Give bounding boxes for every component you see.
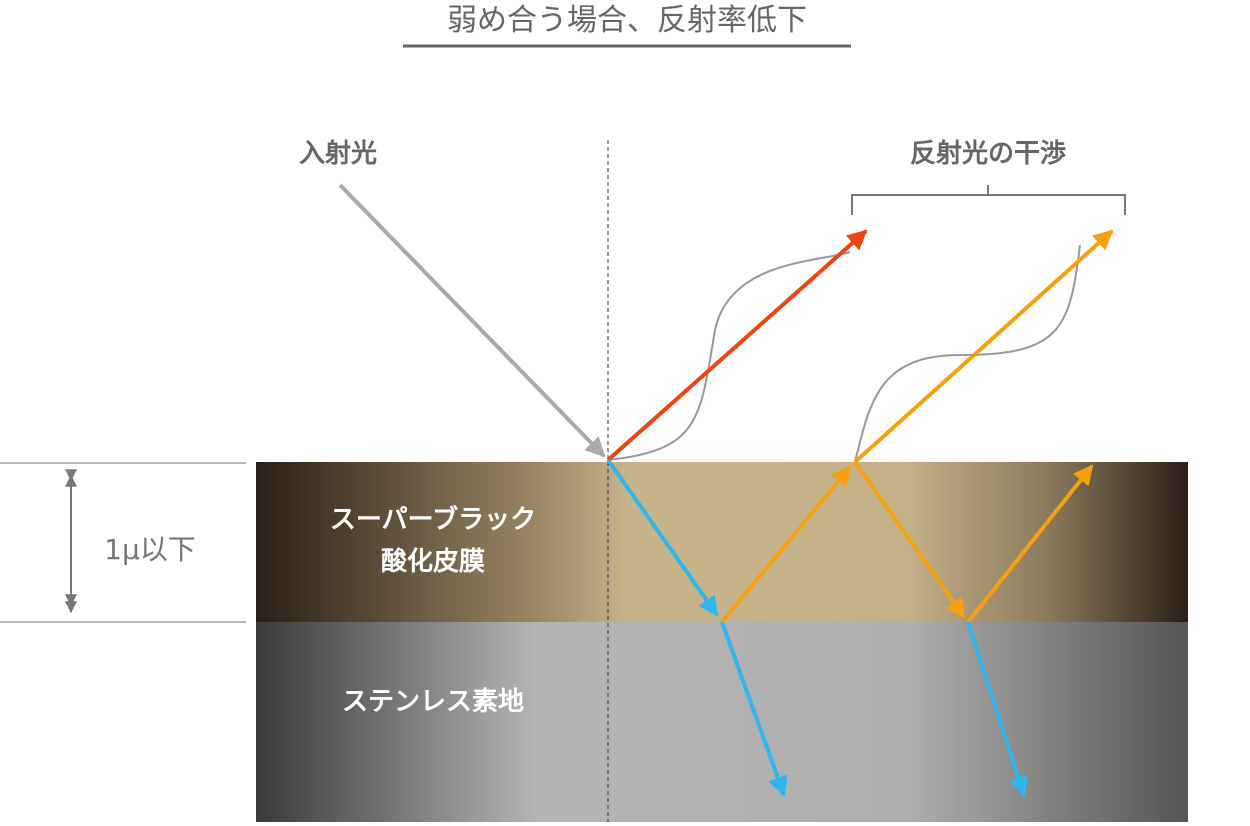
internal-ray bbox=[966, 464, 1094, 624]
substrate bbox=[256, 622, 1188, 822]
internal-ray bbox=[853, 460, 966, 619]
incident-ray bbox=[338, 183, 606, 458]
wave bbox=[854, 244, 1081, 463]
thickness-label: 1μ以下 bbox=[104, 533, 196, 566]
reflected-ray bbox=[853, 229, 1114, 464]
reflected-ray bbox=[606, 229, 868, 462]
internal-ray bbox=[720, 465, 852, 624]
refracted-ray bbox=[606, 458, 719, 617]
oxide-film bbox=[256, 462, 1188, 622]
incident-label: 入射光 bbox=[299, 139, 377, 169]
interference-label: 反射光の干渉 bbox=[910, 139, 1066, 169]
title: 弱め合う場合、反射率低下 bbox=[447, 3, 807, 38]
wave bbox=[607, 251, 851, 461]
film-label: 酸化皮膜 bbox=[381, 547, 485, 577]
refracted-ray bbox=[720, 621, 788, 797]
substrate-label: ステンレス素地 bbox=[342, 687, 524, 717]
refracted-ray bbox=[966, 621, 1028, 797]
film-label: スーパーブラック bbox=[330, 504, 536, 535]
bracket bbox=[851, 185, 1126, 215]
